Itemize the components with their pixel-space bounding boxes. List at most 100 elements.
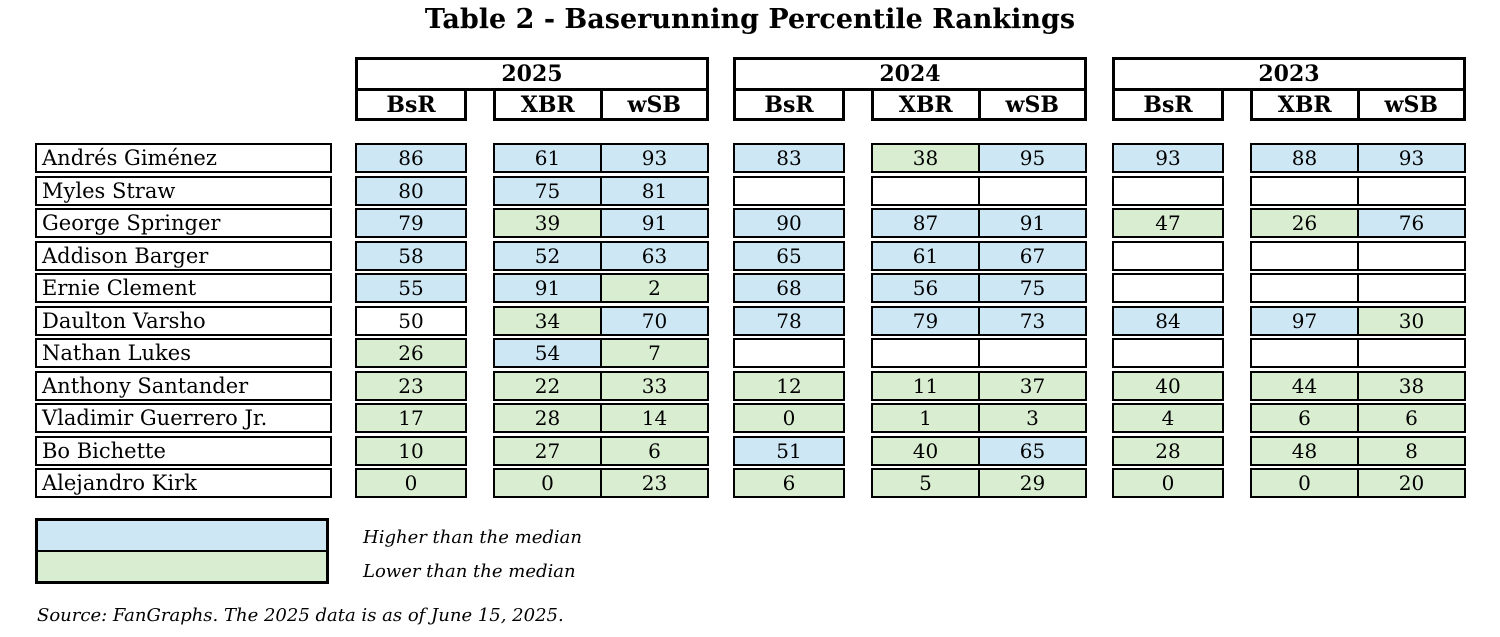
stat-cell-xbr: 28 [493,403,602,433]
stat-cell-xbr [1250,240,1359,271]
stat-cell-wsb [1357,240,1466,271]
stat-cell-bsr: 83 [733,143,845,173]
stat-cell-bsr: 0 [355,468,467,498]
legend [35,518,329,584]
stat-cell-wsb [978,175,1087,206]
stat-cell-bsr: 55 [355,273,467,303]
stat-cell-xbr: 27 [493,435,602,466]
stat-cell-wsb: 23 [600,468,709,498]
stat-cell-xbr [871,338,980,368]
stat-cell-pair: 0 23 [493,468,709,498]
stat-cell-xbr: 88 [1250,143,1359,173]
col-header-bsr-2025: BsR [355,88,467,121]
col-header-wsb-2025: wSB [627,91,681,118]
stat-cell-wsb [1357,273,1466,303]
stat-cell-xbr [871,175,980,206]
stat-cell-wsb: 75 [978,273,1087,303]
player-name: Alejandro Kirk [35,468,332,498]
stat-cell-wsb: 30 [1357,305,1466,336]
stat-cell-xbr: 87 [871,208,980,238]
col-header-wsb-2023: wSB [1384,91,1438,118]
col-header-wsb-2024: wSB [1005,91,1059,118]
stat-cell-bsr: 65 [733,240,845,271]
stat-cell-xbr: 52 [493,240,602,271]
stat-cell-bsr: 80 [355,175,467,206]
player-name: Andrés Giménez [35,143,332,173]
stat-cell-wsb: 6 [600,435,709,466]
stat-cell-pair: 79 73 [871,305,1087,336]
col-header-pair-2023: XBR wSB [1250,88,1466,121]
stat-cell-wsb: 76 [1357,208,1466,238]
legend-label-higher: Higher than the median [363,527,582,548]
stat-cell-bsr: 47 [1112,208,1224,238]
stat-cell-xbr [1250,175,1359,206]
stat-cell-bsr: 0 [1112,468,1224,498]
stat-cell-bsr: 79 [355,208,467,238]
stat-cell-xbr: 39 [493,208,602,238]
stat-cell-bsr: 58 [355,240,467,271]
stat-cell-pair [1250,273,1466,303]
stat-cell-bsr [733,338,845,368]
stat-cell-wsb: 37 [978,370,1087,401]
stat-cell-xbr [1250,338,1359,368]
stat-cell-wsb [978,338,1087,368]
stat-cell-pair: 39 91 [493,208,709,238]
legend-swatch-higher [38,521,326,552]
stat-cell-pair: 40 65 [871,435,1087,466]
stat-cell-xbr: 75 [493,175,602,206]
stat-cell-xbr: 97 [1250,305,1359,336]
xbr-wsb-columns-2025: 61 93 75 81 39 91 52 63 91 2 34 70 54 7 22 33 28 14 27 6 0 23 [493,143,709,498]
stat-cell-bsr: 51 [733,435,845,466]
stat-cell-wsb: 63 [600,240,709,271]
stat-cell-wsb: 29 [978,468,1087,498]
stat-cell-pair: 54 7 [493,338,709,368]
player-name: Ernie Clement [35,273,332,303]
col-header-pair-2024: XBR wSB [871,88,1087,121]
year-group-2023: 2023 BsR XBR wSB [1112,57,1466,124]
col-header-xbr-2024: XBR [874,91,981,118]
stat-cell-xbr: 34 [493,305,602,336]
stat-cell-xbr: 0 [493,468,602,498]
stat-cell-bsr: 6 [733,468,845,498]
stat-cell-bsr: 68 [733,273,845,303]
stat-cell-wsb: 70 [600,305,709,336]
stat-cell-pair: 5 29 [871,468,1087,498]
stat-cell-bsr [1112,175,1224,206]
stat-cell-wsb [1357,338,1466,368]
stat-cell-bsr: 40 [1112,370,1224,401]
stat-cell-wsb: 14 [600,403,709,433]
stat-cell-bsr: 90 [733,208,845,238]
stat-cell-xbr: 79 [871,305,980,336]
stat-cell-pair: 87 91 [871,208,1087,238]
legend-swatch-lower [38,552,326,581]
stat-cell-bsr: 93 [1112,143,1224,173]
player-name: Addison Barger [35,240,332,271]
stat-cell-wsb: 81 [600,175,709,206]
stat-cell-xbr [1250,273,1359,303]
stat-cell-wsb: 67 [978,240,1087,271]
stat-cell-pair: 11 37 [871,370,1087,401]
stat-cell-xbr: 38 [871,143,980,173]
stat-cell-wsb: 95 [978,143,1087,173]
player-names-column: Andrés Giménez Myles Straw George Springer… [35,143,332,498]
col-header-xbr-2025: XBR [496,91,603,118]
stat-cell-bsr: 4 [1112,403,1224,433]
player-name: Myles Straw [35,175,332,206]
stat-cell-wsb: 7 [600,338,709,368]
stat-cell-wsb: 93 [600,143,709,173]
stat-cell-wsb: 33 [600,370,709,401]
col-header-bsr-2024: BsR [733,88,845,121]
stat-cell-xbr: 1 [871,403,980,433]
stat-cell-xbr: 26 [1250,208,1359,238]
stat-cell-wsb [1357,175,1466,206]
stat-cell-wsb: 20 [1357,468,1466,498]
stat-cell-xbr: 54 [493,338,602,368]
stat-cell-xbr: 56 [871,273,980,303]
stat-cell-xbr: 6 [1250,403,1359,433]
bsr-column-2024: 83 90 65 68 78 12 0 51 6 [733,143,845,498]
col-header-xbr-2023: XBR [1253,91,1360,118]
stat-cell-pair: 97 30 [1250,305,1466,336]
stat-cell-pair: 26 76 [1250,208,1466,238]
stat-cell-wsb: 91 [978,208,1087,238]
